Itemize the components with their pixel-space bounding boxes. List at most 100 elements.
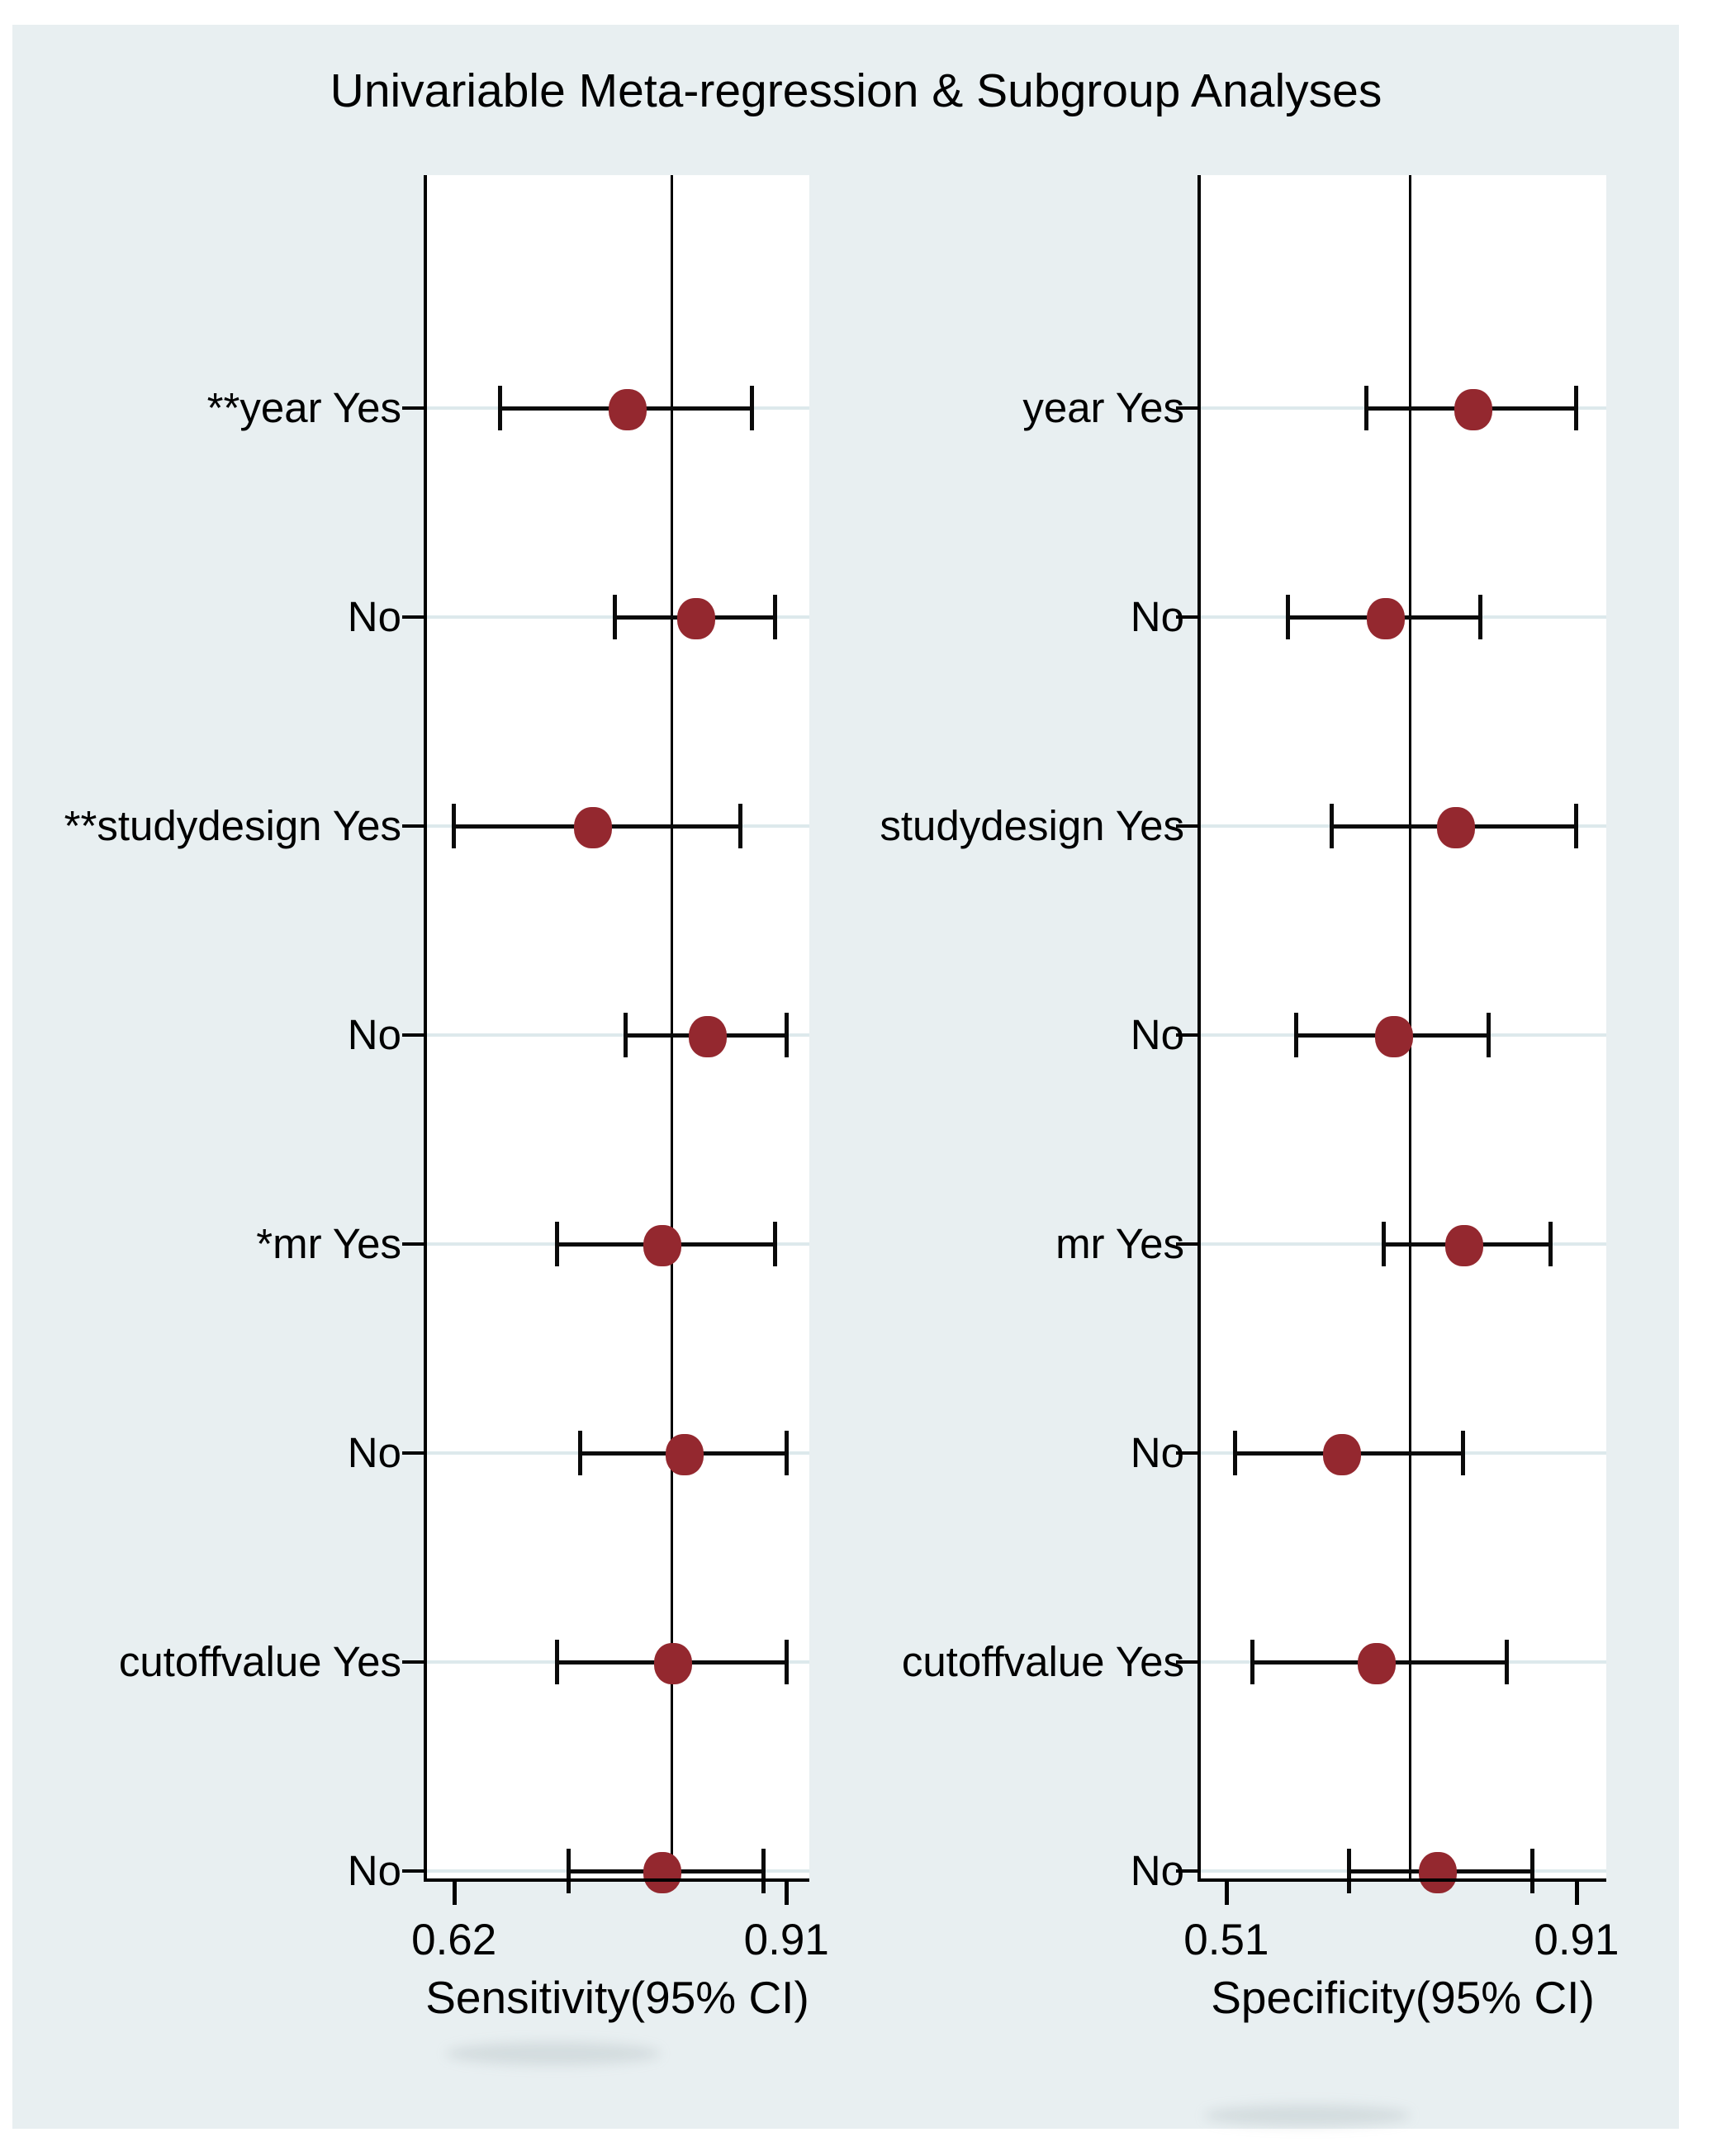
point-marker <box>643 1225 681 1266</box>
row-label: No <box>1130 1847 1184 1894</box>
specificity-forest-x-axis-line <box>1197 1878 1606 1882</box>
y-axis-tick <box>1176 1451 1197 1455</box>
ci-cap-high <box>1460 1431 1465 1475</box>
y-axis-tick <box>402 1242 424 1246</box>
point-marker <box>1375 1016 1414 1057</box>
ci-cap-high <box>738 804 743 848</box>
ci-cap-low <box>1285 595 1290 639</box>
y-axis-tick <box>402 406 424 410</box>
row-label: *mr Yes <box>256 1220 401 1267</box>
x-axis-tick <box>785 1882 790 1905</box>
point-marker <box>574 807 613 848</box>
ci-cap-low <box>1364 386 1368 430</box>
row-label: No <box>347 1011 401 1058</box>
row-label: mr Yes <box>1055 1220 1184 1267</box>
ci-cap-high <box>772 1222 777 1266</box>
sensitivity-forest-reference-line <box>670 175 673 1880</box>
x-tick-label: 0.91 <box>1534 1916 1620 1964</box>
ci-cap-low <box>612 595 617 639</box>
ci-cap-high <box>784 1431 789 1475</box>
ci-cap-high <box>750 386 755 430</box>
ci-cap-high <box>772 595 777 639</box>
chart-title: Univariable Meta-regression & Subgroup A… <box>330 64 1382 117</box>
row-guide-line <box>425 1033 809 1037</box>
y-axis-tick <box>402 1033 424 1037</box>
y-axis-tick <box>1176 824 1197 828</box>
ci-cap-high <box>1574 804 1579 848</box>
point-marker <box>677 598 716 639</box>
row-label: **year Yes <box>206 384 401 431</box>
x-tick-label: 0.91 <box>743 1916 829 1964</box>
sensitivity-forest-axis-title: Sensitivity(95% CI) <box>425 1972 809 2023</box>
y-axis-tick <box>402 1451 424 1455</box>
point-marker <box>654 1643 693 1684</box>
ci-cap-high <box>1574 386 1579 430</box>
y-axis-tick <box>1176 615 1197 619</box>
row-label: No <box>347 593 401 640</box>
x-axis-tick <box>452 1882 457 1905</box>
point-marker <box>1436 807 1475 848</box>
point-marker <box>1445 1225 1484 1266</box>
sensitivity-forest-plot-area <box>425 175 809 1880</box>
point-marker <box>1366 598 1405 639</box>
y-axis-tick <box>402 1869 424 1873</box>
erased-text-artifact <box>446 2042 661 2065</box>
y-axis-tick <box>1176 1033 1197 1037</box>
y-axis-tick <box>1176 406 1197 410</box>
row-label: cutoffvalue Yes <box>118 1638 401 1685</box>
ci-cap-low <box>1294 1013 1299 1057</box>
point-marker <box>1454 389 1492 430</box>
ci-cap-high <box>1477 595 1482 639</box>
x-axis-tick <box>1574 1882 1579 1905</box>
row-label: No <box>347 1429 401 1476</box>
point-marker <box>689 1016 728 1057</box>
ci-cap-high <box>1548 1222 1553 1266</box>
ci-cap-high <box>784 1013 789 1057</box>
sensitivity-forest-y-axis-line <box>424 175 427 1882</box>
x-axis-tick <box>1224 1882 1229 1905</box>
row-label: studydesign Yes <box>880 802 1184 849</box>
sensitivity-forest-x-axis-line <box>424 1878 809 1882</box>
ci-cap-high <box>784 1640 789 1684</box>
x-tick-label: 0.51 <box>1183 1916 1269 1964</box>
row-label: year Yes <box>1022 384 1184 431</box>
ci-cap-low <box>1329 804 1334 848</box>
y-axis-tick <box>1176 1242 1197 1246</box>
ci-cap-high <box>1530 1849 1535 1893</box>
row-label: No <box>1130 1011 1184 1058</box>
row-label: No <box>347 1847 401 1894</box>
ci-cap-low <box>1250 1640 1255 1684</box>
ci-cap-low <box>497 386 502 430</box>
specificity-forest-y-axis-line <box>1197 175 1201 1882</box>
ci-cap-low <box>1232 1431 1237 1475</box>
point-marker <box>608 389 647 430</box>
point-marker <box>1322 1434 1361 1475</box>
ci-cap-high <box>761 1849 766 1893</box>
y-axis-tick <box>402 615 424 619</box>
x-tick-label: 0.62 <box>411 1916 497 1964</box>
specificity-forest-axis-title: Specificity(95% CI) <box>1211 1972 1595 2023</box>
y-axis-tick <box>402 1660 424 1664</box>
ci-cap-low <box>577 1431 582 1475</box>
point-marker <box>1358 1643 1397 1684</box>
point-marker <box>666 1434 704 1475</box>
y-axis-tick <box>1176 1660 1197 1664</box>
ci-cap-low <box>567 1849 571 1893</box>
ci-cap-low <box>1382 1222 1387 1266</box>
ci-cap-low <box>1346 1849 1351 1893</box>
erased-text-artifact <box>1204 2105 1411 2126</box>
row-label: No <box>1130 1429 1184 1476</box>
ci-cap-high <box>1487 1013 1491 1057</box>
ci-cap-low <box>452 804 457 848</box>
ci-cap-low <box>555 1222 560 1266</box>
row-label: **studydesign Yes <box>64 802 401 849</box>
row-label: No <box>1130 593 1184 640</box>
y-axis-tick <box>402 824 424 828</box>
ci-cap-low <box>624 1013 628 1057</box>
point-marker <box>1419 1852 1458 1893</box>
ci-cap-low <box>555 1640 560 1684</box>
ci-cap-high <box>1504 1640 1509 1684</box>
point-marker <box>643 1852 681 1893</box>
